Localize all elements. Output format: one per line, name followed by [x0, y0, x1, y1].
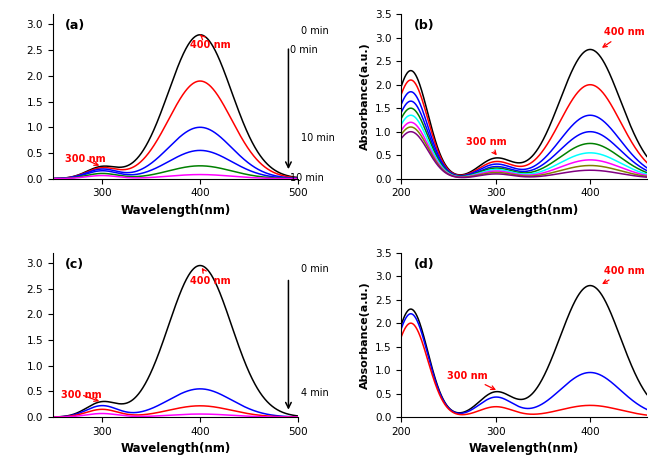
Text: 300 nm: 300 nm: [447, 371, 495, 390]
X-axis label: Wavelength(nm): Wavelength(nm): [469, 204, 579, 217]
Text: 400 nm: 400 nm: [190, 269, 231, 285]
X-axis label: Wavelength(nm): Wavelength(nm): [469, 442, 579, 456]
X-axis label: Wavelength(nm): Wavelength(nm): [120, 204, 230, 217]
Text: 0 min: 0 min: [301, 26, 329, 36]
Text: 0 min: 0 min: [290, 45, 318, 55]
Text: (c): (c): [65, 257, 84, 271]
Text: 300 nm: 300 nm: [61, 390, 101, 401]
Text: 300 nm: 300 nm: [65, 154, 105, 165]
Y-axis label: Absorbance(a.u.): Absorbance(a.u.): [360, 281, 370, 389]
Text: 0 min: 0 min: [301, 264, 329, 274]
Text: 10 min: 10 min: [301, 133, 335, 143]
Text: 400 nm: 400 nm: [190, 35, 231, 50]
Text: 4 min: 4 min: [301, 388, 329, 398]
Text: (a): (a): [65, 19, 85, 32]
X-axis label: Wavelength(nm): Wavelength(nm): [120, 442, 230, 456]
Text: (b): (b): [414, 19, 434, 32]
Text: 400 nm: 400 nm: [603, 27, 645, 47]
Text: 300 nm: 300 nm: [465, 137, 506, 154]
Text: 400 nm: 400 nm: [603, 266, 645, 283]
Y-axis label: Absorbance(a.u.): Absorbance(a.u.): [360, 43, 370, 150]
Text: (d): (d): [414, 257, 434, 271]
Text: 10 min: 10 min: [290, 173, 324, 183]
